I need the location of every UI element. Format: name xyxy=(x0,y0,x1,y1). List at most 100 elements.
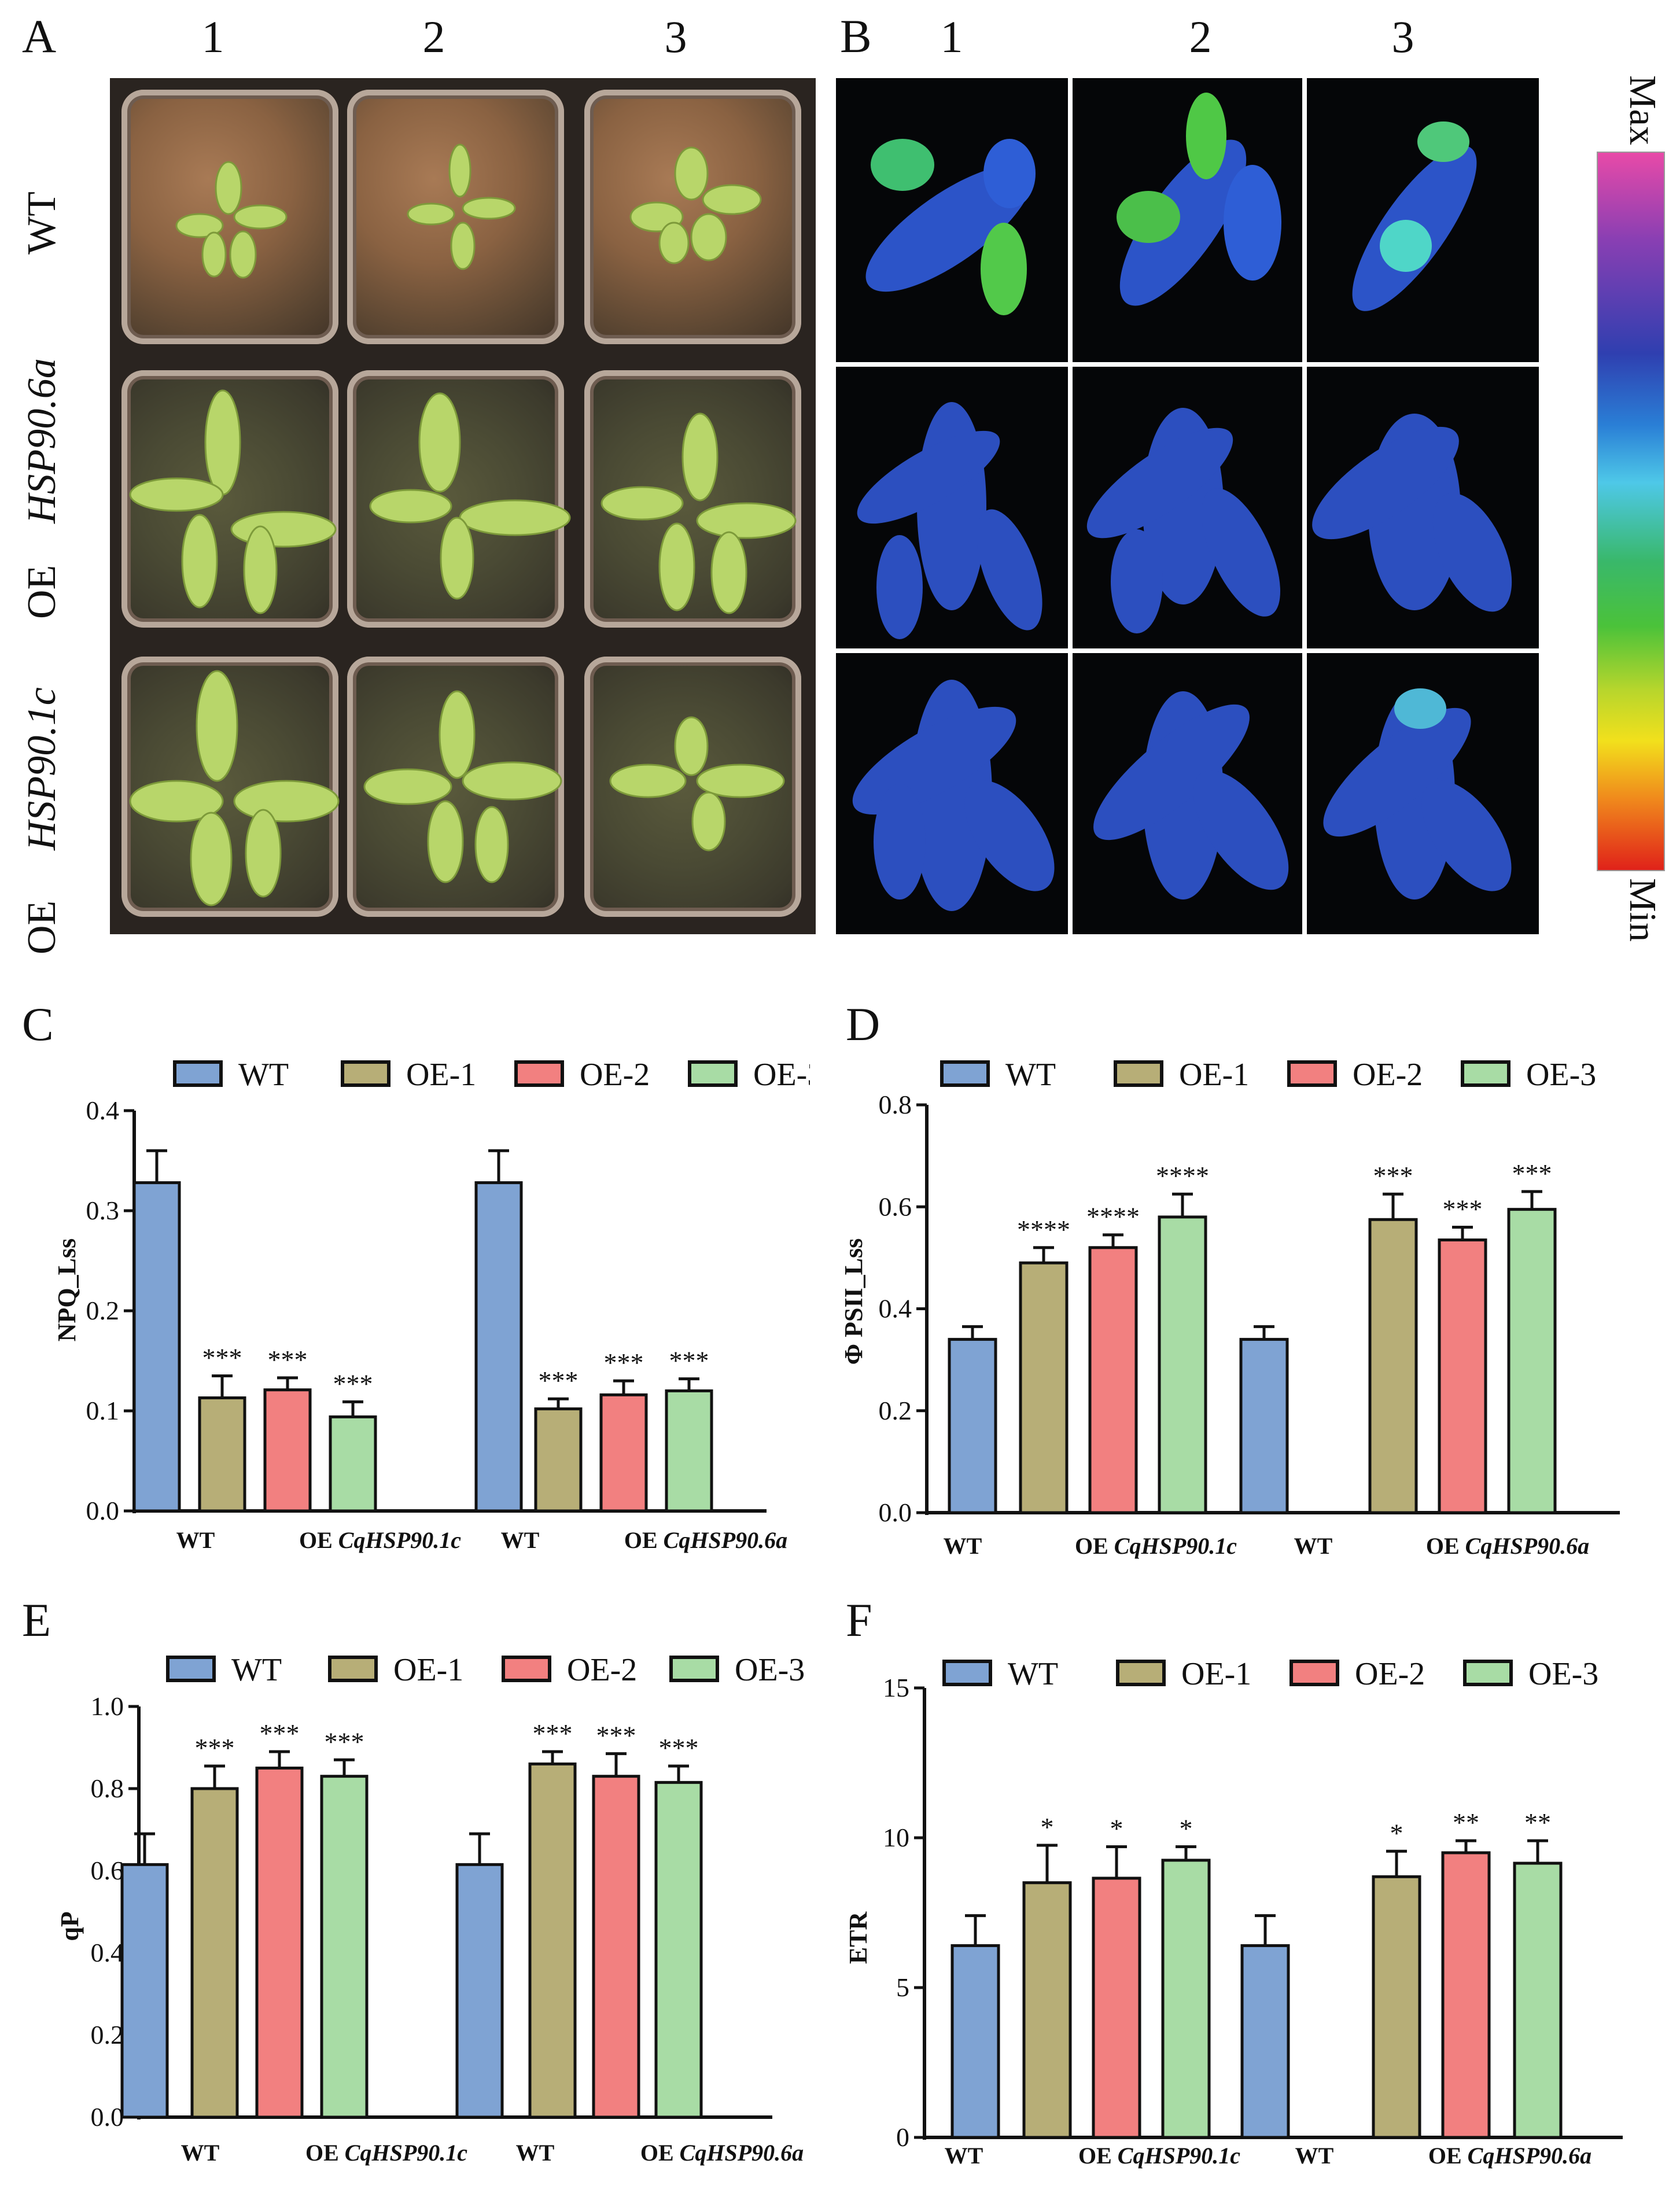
legend-swatch-oe3 xyxy=(669,1656,719,1682)
bar-g2-wt xyxy=(1239,1337,1289,1514)
y-tick-label: 0.0 xyxy=(879,1498,912,1527)
panel-label-d: D xyxy=(846,998,880,1050)
legend: WT OE-1 OE-2 OE-3 xyxy=(173,1057,810,1093)
svg-text:WT: WT xyxy=(944,1533,982,1559)
bar-g2-wt xyxy=(1240,1944,1290,2139)
bar-g2-oe1 xyxy=(1368,1218,1418,1514)
row-label-oe-1: OE xyxy=(20,565,64,619)
x-group-label-1: WT OE CqHSP90.1c xyxy=(944,1533,1237,1559)
bar-g1-oe1 xyxy=(190,1787,239,2119)
y-axis-label: Φ PSII_Lss xyxy=(839,1238,868,1365)
seedling-oe901c-2 xyxy=(363,690,562,883)
legend-swatch-oe1 xyxy=(341,1060,390,1087)
legend-label-oe2: OE-2 xyxy=(580,1057,650,1093)
bar-g1-oe2 xyxy=(1088,1246,1138,1514)
y-tick-label: 0.0 xyxy=(86,1496,120,1525)
row-label-hsp901c: HSP90.1c xyxy=(20,687,64,850)
legend: WT OE-1 OE-2 OE-3 xyxy=(166,1652,805,1688)
legend-label-oe1: OE-1 xyxy=(406,1057,476,1093)
svg-text:WT: WT xyxy=(176,1527,215,1553)
fluorescence-images xyxy=(836,78,1539,934)
bar-g2-wt xyxy=(455,1863,504,2119)
significance-label: *** xyxy=(1443,1195,1483,1224)
bar-g1-wt xyxy=(120,1863,169,2119)
bar-g1-wt xyxy=(132,1181,181,1513)
y-tick-label: 0.6 xyxy=(879,1192,912,1221)
y-axis-title: ETR xyxy=(844,1911,872,1964)
legend-label-oe1: OE-1 xyxy=(1181,1656,1251,1692)
y-tick-label: 0.1 xyxy=(86,1396,120,1425)
seedling-wt-1 xyxy=(175,161,288,279)
x-group-label-2: WT OE CqHSP90.6a xyxy=(1294,1533,1589,1559)
plant-photo-panel xyxy=(110,78,816,934)
significance-label: *** xyxy=(596,1721,636,1750)
legend-label-oe1: OE-1 xyxy=(393,1652,463,1688)
fluor-oe901c-2 xyxy=(1093,691,1289,900)
bar-g1-oe3 xyxy=(320,1775,369,2119)
y-tick-label: 0.6 xyxy=(91,1856,124,1885)
column-label-b-3: 3 xyxy=(1391,12,1414,62)
y-tick-label: 1.0 xyxy=(91,1691,124,1721)
seedling-wt-3 xyxy=(629,146,762,264)
legend-swatch-oe2 xyxy=(514,1060,564,1087)
significance-label: * xyxy=(1390,1818,1403,1848)
pot-wt-3 xyxy=(584,90,801,344)
legend-swatch-oe2 xyxy=(1290,1660,1339,1686)
significance-label: *** xyxy=(659,1733,699,1763)
svg-text:WT: WT xyxy=(1295,2143,1334,2169)
chart-f: WT OE-1 OE-2 OE-3 ETR WT OE CqHSP90.1c W… xyxy=(844,1656,1623,2169)
svg-text:OE CqHSP90.6a: OE CqHSP90.6a xyxy=(624,1527,787,1553)
panel-label-b: B xyxy=(840,10,872,62)
significance-label: *** xyxy=(333,1369,373,1398)
y-tick-label: 0.2 xyxy=(879,1396,912,1425)
significance-label: * xyxy=(1180,1814,1193,1844)
colorbar xyxy=(1597,152,1665,871)
bar-g1-oe3 xyxy=(1158,1215,1207,1514)
seedling-oe906a-1 xyxy=(129,389,337,614)
svg-text:WT: WT xyxy=(945,2143,983,2169)
pot-wt-2 xyxy=(347,90,564,344)
significance-label: ** xyxy=(1524,1808,1551,1837)
significance-label: *** xyxy=(325,1727,364,1756)
bar-g2-oe2 xyxy=(599,1393,648,1513)
fluor-wt-1 xyxy=(865,139,1036,315)
legend-swatch-wt xyxy=(166,1656,216,1682)
significance-label: **** xyxy=(1086,1202,1140,1232)
svg-text:OE CqHSP90.6a: OE CqHSP90.6a xyxy=(640,2140,804,2166)
svg-text:OE CqHSP90.1c: OE CqHSP90.1c xyxy=(299,1527,461,1553)
seedlings xyxy=(129,143,797,906)
bar-g1-wt xyxy=(950,1944,1000,2139)
svg-text:WT: WT xyxy=(181,2140,220,2166)
seedling-oe906a-2 xyxy=(369,392,571,600)
significance-label: *** xyxy=(202,1343,242,1372)
svg-text:OE CqHSP90.6a: OE CqHSP90.6a xyxy=(1426,1533,1589,1559)
x-group-label-2: WT OE CqHSP90.6a xyxy=(516,2140,804,2166)
legend-swatch-oe3 xyxy=(688,1060,738,1087)
significance-label: *** xyxy=(539,1366,579,1395)
significance-label: *** xyxy=(669,1346,709,1376)
significance-label: *** xyxy=(1373,1161,1413,1190)
y-tick-label: 0 xyxy=(896,2122,909,2152)
bar-g1-oe2 xyxy=(255,1767,304,2119)
legend: WT OE-1 OE-2 OE-3 xyxy=(940,1057,1596,1093)
legend-label-wt: WT xyxy=(231,1652,282,1688)
panel-label-a: A xyxy=(22,10,57,62)
column-label-a-2: 2 xyxy=(422,12,445,62)
y-tick-label: 0.0 xyxy=(91,2102,124,2132)
significance-label: * xyxy=(1041,1812,1054,1842)
column-label-a-3: 3 xyxy=(664,12,687,62)
significance-label: *** xyxy=(260,1719,300,1748)
y-tick-label: 0.3 xyxy=(86,1196,120,1225)
legend-label-wt: WT xyxy=(238,1057,289,1093)
legend-label-oe2: OE-2 xyxy=(1353,1057,1423,1093)
row-label-wt: WT xyxy=(20,191,64,255)
significance-label: *** xyxy=(268,1345,308,1374)
legend-label-oe2: OE-2 xyxy=(567,1652,637,1688)
row-label-oe-2: OE xyxy=(20,900,64,954)
bar-g2-oe1 xyxy=(528,1762,577,2119)
y-tick-label: 0.8 xyxy=(91,1774,124,1803)
y-tick-label: 0.2 xyxy=(86,1296,120,1325)
svg-text:WT: WT xyxy=(1294,1533,1333,1559)
significance-label: *** xyxy=(1512,1159,1552,1188)
